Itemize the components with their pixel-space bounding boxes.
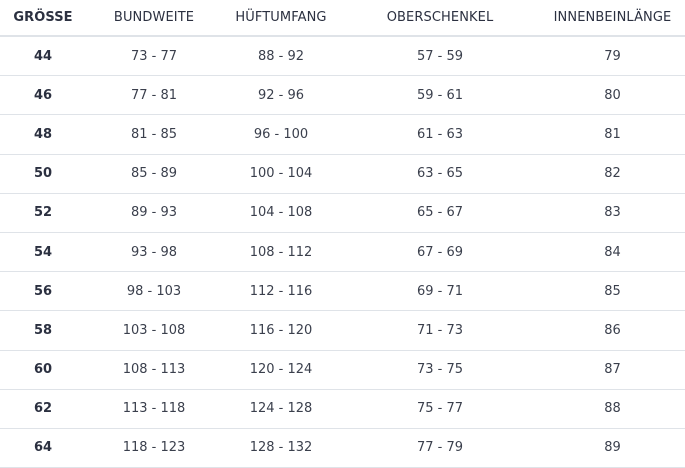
cell-thigh: 65 - 67 [340,193,540,233]
cell-waist: 77 - 81 [86,75,222,116]
cell-waist: 118 - 123 [86,428,222,468]
cell-size: 50 [0,154,86,194]
cell-inseam: 82 [540,154,685,194]
cell-thigh: 73 - 75 [340,350,540,390]
cell-waist: 81 - 85 [86,114,222,155]
cell-size: 52 [0,193,86,233]
cell-thigh: 67 - 69 [340,232,540,273]
table-row: 64 118 - 123 128 - 132 77 - 79 89 [0,428,685,468]
cell-size: 48 [0,114,86,155]
cell-inseam: 86 [540,310,685,351]
table-row: 46 77 - 81 92 - 96 59 - 61 80 [0,75,685,116]
column-header-waist: BUNDWEITE [86,0,222,37]
cell-waist: 108 - 113 [86,350,222,390]
cell-size: 46 [0,75,86,116]
cell-thigh: 59 - 61 [340,75,540,116]
cell-inseam: 83 [540,193,685,233]
cell-hip: 96 - 100 [222,114,340,155]
cell-thigh: 61 - 63 [340,114,540,155]
cell-thigh: 75 - 77 [340,389,540,429]
cell-size: 58 [0,310,86,351]
cell-waist: 113 - 118 [86,389,222,429]
cell-hip: 92 - 96 [222,75,340,116]
cell-size: 62 [0,389,86,429]
cell-waist: 73 - 77 [86,36,222,77]
cell-thigh: 69 - 71 [340,271,540,312]
column-header-thigh: OBERSCHENKEL [340,0,540,37]
cell-inseam: 89 [540,428,685,468]
cell-inseam: 81 [540,114,685,155]
cell-waist: 85 - 89 [86,154,222,194]
cell-size: 64 [0,428,86,468]
cell-waist: 98 - 103 [86,271,222,312]
cell-inseam: 80 [540,75,685,116]
table-row: 62 113 - 118 124 - 128 75 - 77 88 [0,389,685,429]
cell-inseam: 87 [540,350,685,390]
cell-waist: 89 - 93 [86,193,222,233]
cell-hip: 112 - 116 [222,271,340,312]
cell-thigh: 71 - 73 [340,310,540,351]
cell-size: 54 [0,232,86,273]
cell-inseam: 88 [540,389,685,429]
cell-waist: 103 - 108 [86,310,222,351]
cell-hip: 108 - 112 [222,232,340,273]
cell-hip: 100 - 104 [222,154,340,194]
cell-hip: 104 - 108 [222,193,340,233]
table-row: 48 81 - 85 96 - 100 61 - 63 81 [0,114,685,155]
cell-inseam: 79 [540,36,685,77]
table-row: 58 103 - 108 116 - 120 71 - 73 86 [0,310,685,351]
header-row: GRÖSSE BUNDWEITE HÜFTUMFANG OBERSCHENKEL INN… [0,0,685,37]
cell-size: 56 [0,271,86,312]
cell-hip: 88 - 92 [222,36,340,77]
cell-thigh: 77 - 79 [340,428,540,468]
table-row: 60 108 - 113 120 - 124 73 - 75 87 [0,350,685,390]
cell-hip: 128 - 132 [222,428,340,468]
cell-thigh: 57 - 59 [340,36,540,77]
cell-size: 44 [0,36,86,77]
cell-hip: 124 - 128 [222,389,340,429]
cell-size: 60 [0,350,86,390]
cell-hip: 120 - 124 [222,350,340,390]
table-row: 44 73 - 77 88 - 92 57 - 59 79 [0,36,685,77]
table-row: 54 93 - 98 108 - 112 67 - 69 84 [0,232,685,273]
column-header-size: GRÖSSE [0,0,86,37]
column-header-hip: HÜFTUMFANG [222,0,340,37]
cell-thigh: 63 - 65 [340,154,540,194]
table-row: 56 98 - 103 112 - 116 69 - 71 85 [0,271,685,312]
table-row: 52 89 - 93 104 - 108 65 - 67 83 [0,193,685,233]
cell-inseam: 85 [540,271,685,312]
cell-hip: 116 - 120 [222,310,340,351]
column-header-inseam: INNENBEINLÄNGE [540,0,685,37]
table-row: 50 85 - 89 100 - 104 63 - 65 82 [0,154,685,194]
cell-waist: 93 - 98 [86,232,222,273]
cell-inseam: 84 [540,232,685,273]
